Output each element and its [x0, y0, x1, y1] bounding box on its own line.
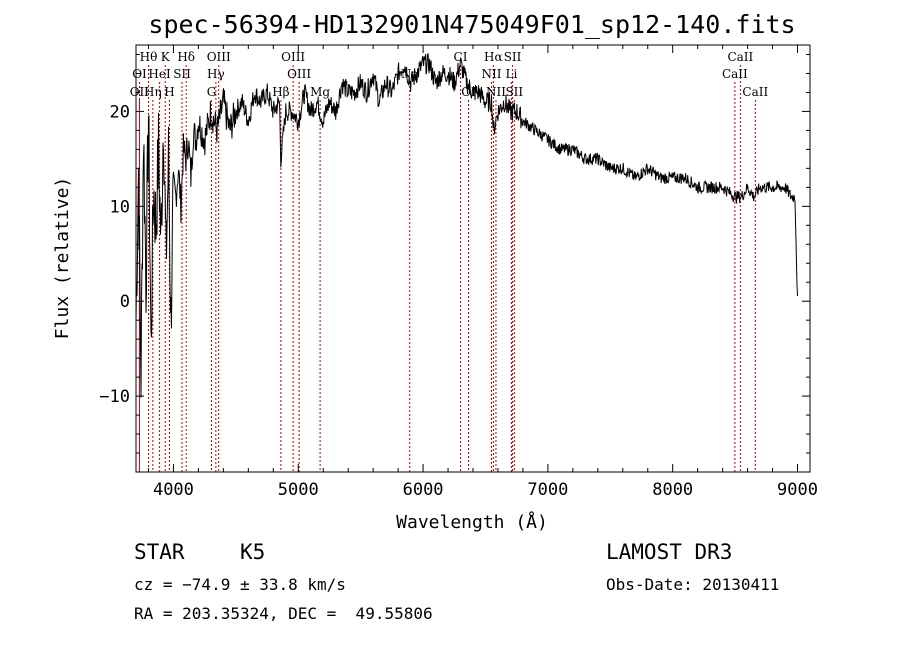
spectral-line-label: Mg [310, 85, 330, 99]
chart-title: spec-56394-HD132901N475049F01_sp12-140.f… [148, 10, 795, 39]
spectral-line-label: NII [486, 85, 506, 99]
spectral-line-label: CI [454, 50, 468, 64]
spectral-line-label: SII [504, 50, 522, 64]
spectral-line-label: Hη [144, 85, 162, 99]
spectral-line-label: K [161, 50, 171, 64]
spectral-line-label: HeI [148, 67, 171, 81]
spectral-line-label: CaII [727, 50, 753, 64]
spectral-line-label: Hγ [207, 67, 225, 81]
redshift-cz: cz = −74.9 ± 33.8 km/s [134, 575, 346, 594]
spectral-line-label: NII [481, 67, 501, 81]
spectral-line-label: OIII [281, 50, 305, 64]
spectral-line-markers [138, 65, 756, 472]
x-tick-label: 8000 [652, 480, 693, 500]
spectral-line-label: OI [132, 67, 147, 81]
object-subclass: K5 [240, 540, 266, 564]
y-tick-label: 10 [110, 197, 130, 217]
spectral-line-label: Hβ [272, 85, 289, 99]
spectral-line-label: CaII [742, 85, 768, 99]
spectrum-line [135, 53, 798, 398]
spectral-line-label: G [207, 85, 217, 99]
spectral-line-label: Hθ [140, 50, 158, 64]
spectral-line-label: OIII [207, 50, 231, 64]
ra-dec: RA = 203.35324, DEC = 49.55806 [134, 604, 433, 623]
spectral-line-label: Hα [484, 50, 503, 64]
x-tick-label: 5000 [278, 480, 319, 500]
x-axis-label: Wavelength (Å) [396, 511, 548, 533]
y-tick-label: 0 [120, 292, 130, 312]
x-tick-label: 9000 [777, 480, 818, 500]
survey-name: LAMOST DR3 [606, 540, 733, 564]
spectral-line-label: H [164, 85, 174, 99]
y-axis-label: Flux (relative) [52, 177, 73, 340]
spectral-line-label: Li [506, 67, 518, 81]
spectral-line-label: CaII [722, 67, 748, 81]
x-tick-label: 4000 [153, 480, 194, 500]
y-tick-label: −10 [99, 387, 130, 407]
spectral-line-label: SII [505, 85, 523, 99]
spectral-line-label: Hδ [177, 50, 195, 64]
spectral-line-label: SII [173, 67, 191, 81]
axis-ticks: 4000 5000 6000 7000 8000 9000 −10 0 10 20 [99, 45, 818, 500]
spectrum-series [135, 53, 798, 398]
x-tick-label: 6000 [403, 480, 444, 500]
y-tick-label: 20 [110, 102, 130, 122]
object-class: STAR [134, 540, 185, 564]
obs-date: Obs-Date: 20130411 [606, 575, 780, 594]
x-tick-label: 7000 [527, 480, 568, 500]
spectral-line-label: OIII [287, 67, 311, 81]
